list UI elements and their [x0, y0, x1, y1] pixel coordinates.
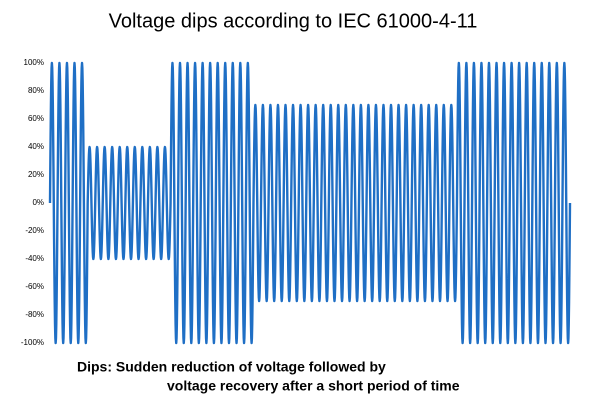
caption: Dips: Sudden reduction of voltage follow… [77, 359, 386, 375]
chart-title: Voltage dips according to IEC 61000-4-11 [109, 10, 478, 32]
waveform-segment [252, 103, 459, 303]
y-tick-label: -60% [25, 282, 44, 291]
waveform-segment [86, 145, 172, 261]
y-tick-label: 60% [28, 114, 44, 123]
y-tick-label: 40% [28, 142, 44, 151]
y-tick-label: 0% [32, 198, 44, 207]
y-tick-label: 20% [28, 170, 44, 179]
caption: voltage recovery after a short period of… [167, 378, 460, 394]
waveform-segment [169, 61, 255, 345]
waveform-segment [455, 61, 572, 345]
y-tick-label: 80% [28, 86, 44, 95]
y-tick-label: -80% [25, 310, 44, 319]
y-tick-label: -20% [25, 226, 44, 235]
y-tick-label: -40% [25, 254, 44, 263]
y-tick-label: 100% [24, 58, 44, 67]
y-tick-label: -100% [21, 338, 44, 347]
waveform-segment [48, 61, 89, 345]
